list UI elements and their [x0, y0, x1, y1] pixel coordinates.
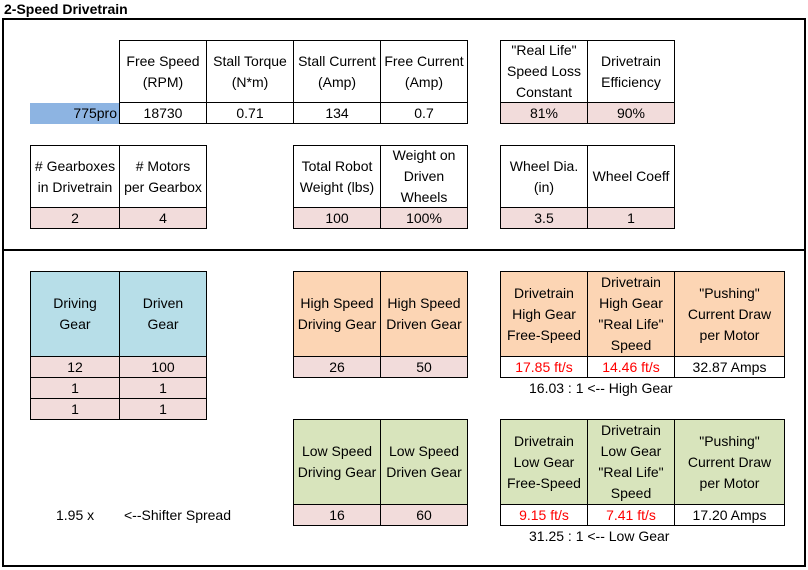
motor-header-free-speed: Free Speed (RPM) [119, 40, 207, 103]
efficiency-input[interactable]: 90% [587, 102, 675, 124]
low-free-speed-value: 9.15 ft/s [500, 504, 588, 526]
gearboxes-input[interactable]: 2 [30, 207, 120, 229]
high-driving-gear-input[interactable]: 26 [293, 356, 381, 378]
stage3-driven-input[interactable]: 1 [119, 398, 207, 420]
high-free-speed-value: 17.85 ft/s [500, 356, 588, 378]
sheet-title: 2-Speed Drivetrain [4, 1, 128, 17]
speed-loss-input[interactable]: 81% [500, 102, 588, 124]
low-driven-gear-header: Low Speed Driven Gear [380, 419, 468, 505]
motors-per-gearbox-header: # Motors per Gearbox [119, 145, 207, 208]
gearboxes-header: # Gearboxes in Drivetrain [30, 145, 120, 208]
driven-weight-header: Weight on Driven Wheels [380, 145, 468, 208]
stage1-driven-input[interactable]: 100 [119, 356, 207, 378]
stage1-driving-input[interactable]: 12 [30, 356, 120, 378]
wheel-coeff-input[interactable]: 1 [587, 207, 675, 229]
motor-stall-current-value[interactable]: 134 [293, 102, 381, 124]
driven-weight-input[interactable]: 100% [380, 207, 468, 229]
low-current-header: "Pushing" Current Draw per Motor [674, 419, 785, 505]
stage3-driving-input[interactable]: 1 [30, 398, 120, 420]
high-current-value: 32.87 Amps [674, 356, 785, 378]
low-real-speed-value: 7.41 ft/s [587, 504, 675, 526]
driving-gear-header: Driving Gear [30, 271, 120, 357]
motors-per-gearbox-input[interactable]: 4 [119, 207, 207, 229]
high-current-header: "Pushing" Current Draw per Motor [674, 271, 785, 357]
high-gear-ratio: 16.03 : 1 <-- High Gear [529, 380, 673, 396]
low-driven-gear-input[interactable]: 60 [380, 504, 468, 526]
efficiency-header: Drivetrain Efficiency [587, 40, 675, 103]
robot-weight-header: Total Robot Weight (lbs) [293, 145, 381, 208]
outputs-panel [2, 249, 806, 567]
motor-free-speed-value[interactable]: 18730 [119, 102, 207, 124]
low-driving-gear-header: Low Speed Driving Gear [293, 419, 381, 505]
wheel-diameter-header: Wheel Dia. (in) [500, 145, 588, 208]
wheel-diameter-input[interactable]: 3.5 [500, 207, 588, 229]
speed-loss-header: "Real Life" Speed Loss Constant [500, 40, 588, 103]
low-current-value: 17.20 Amps [674, 504, 785, 526]
low-real-speed-header: Drivetrain Low Gear "Real Life" Speed [587, 419, 675, 505]
motor-free-current-value[interactable]: 0.7 [380, 102, 468, 124]
stage2-driving-input[interactable]: 1 [30, 377, 120, 399]
motor-select-cell[interactable]: 775pro [30, 103, 119, 124]
high-driving-gear-header: High Speed Driving Gear [293, 271, 381, 357]
robot-weight-input[interactable]: 100 [293, 207, 381, 229]
driven-gear-header: Driven Gear [119, 271, 207, 357]
high-driven-gear-header: High Speed Driven Gear [380, 271, 468, 357]
low-gear-ratio: 31.25 : 1 <-- Low Gear [529, 528, 670, 544]
high-real-speed-header: Drivetrain High Gear "Real Life" Speed [587, 271, 675, 357]
motor-header-free-current: Free Current (Amp) [380, 40, 468, 103]
high-driven-gear-input[interactable]: 50 [380, 356, 468, 378]
shifter-spread-label: <--Shifter Spread [124, 507, 231, 523]
high-free-speed-header: Drivetrain High Gear Free-Speed [500, 271, 588, 357]
motor-header-stall-torque: Stall Torque (N*m) [206, 40, 294, 103]
motor-stall-torque-value[interactable]: 0.71 [206, 102, 294, 124]
motor-header-stall-current: Stall Current (Amp) [293, 40, 381, 103]
low-free-speed-header: Drivetrain Low Gear Free-Speed [500, 419, 588, 505]
high-real-speed-value: 14.46 ft/s [587, 356, 675, 378]
low-driving-gear-input[interactable]: 16 [293, 504, 381, 526]
wheel-coeff-header: Wheel Coeff [587, 145, 675, 208]
stage2-driven-input[interactable]: 1 [119, 377, 207, 399]
shifter-spread-value: 1.95 x [56, 507, 95, 523]
